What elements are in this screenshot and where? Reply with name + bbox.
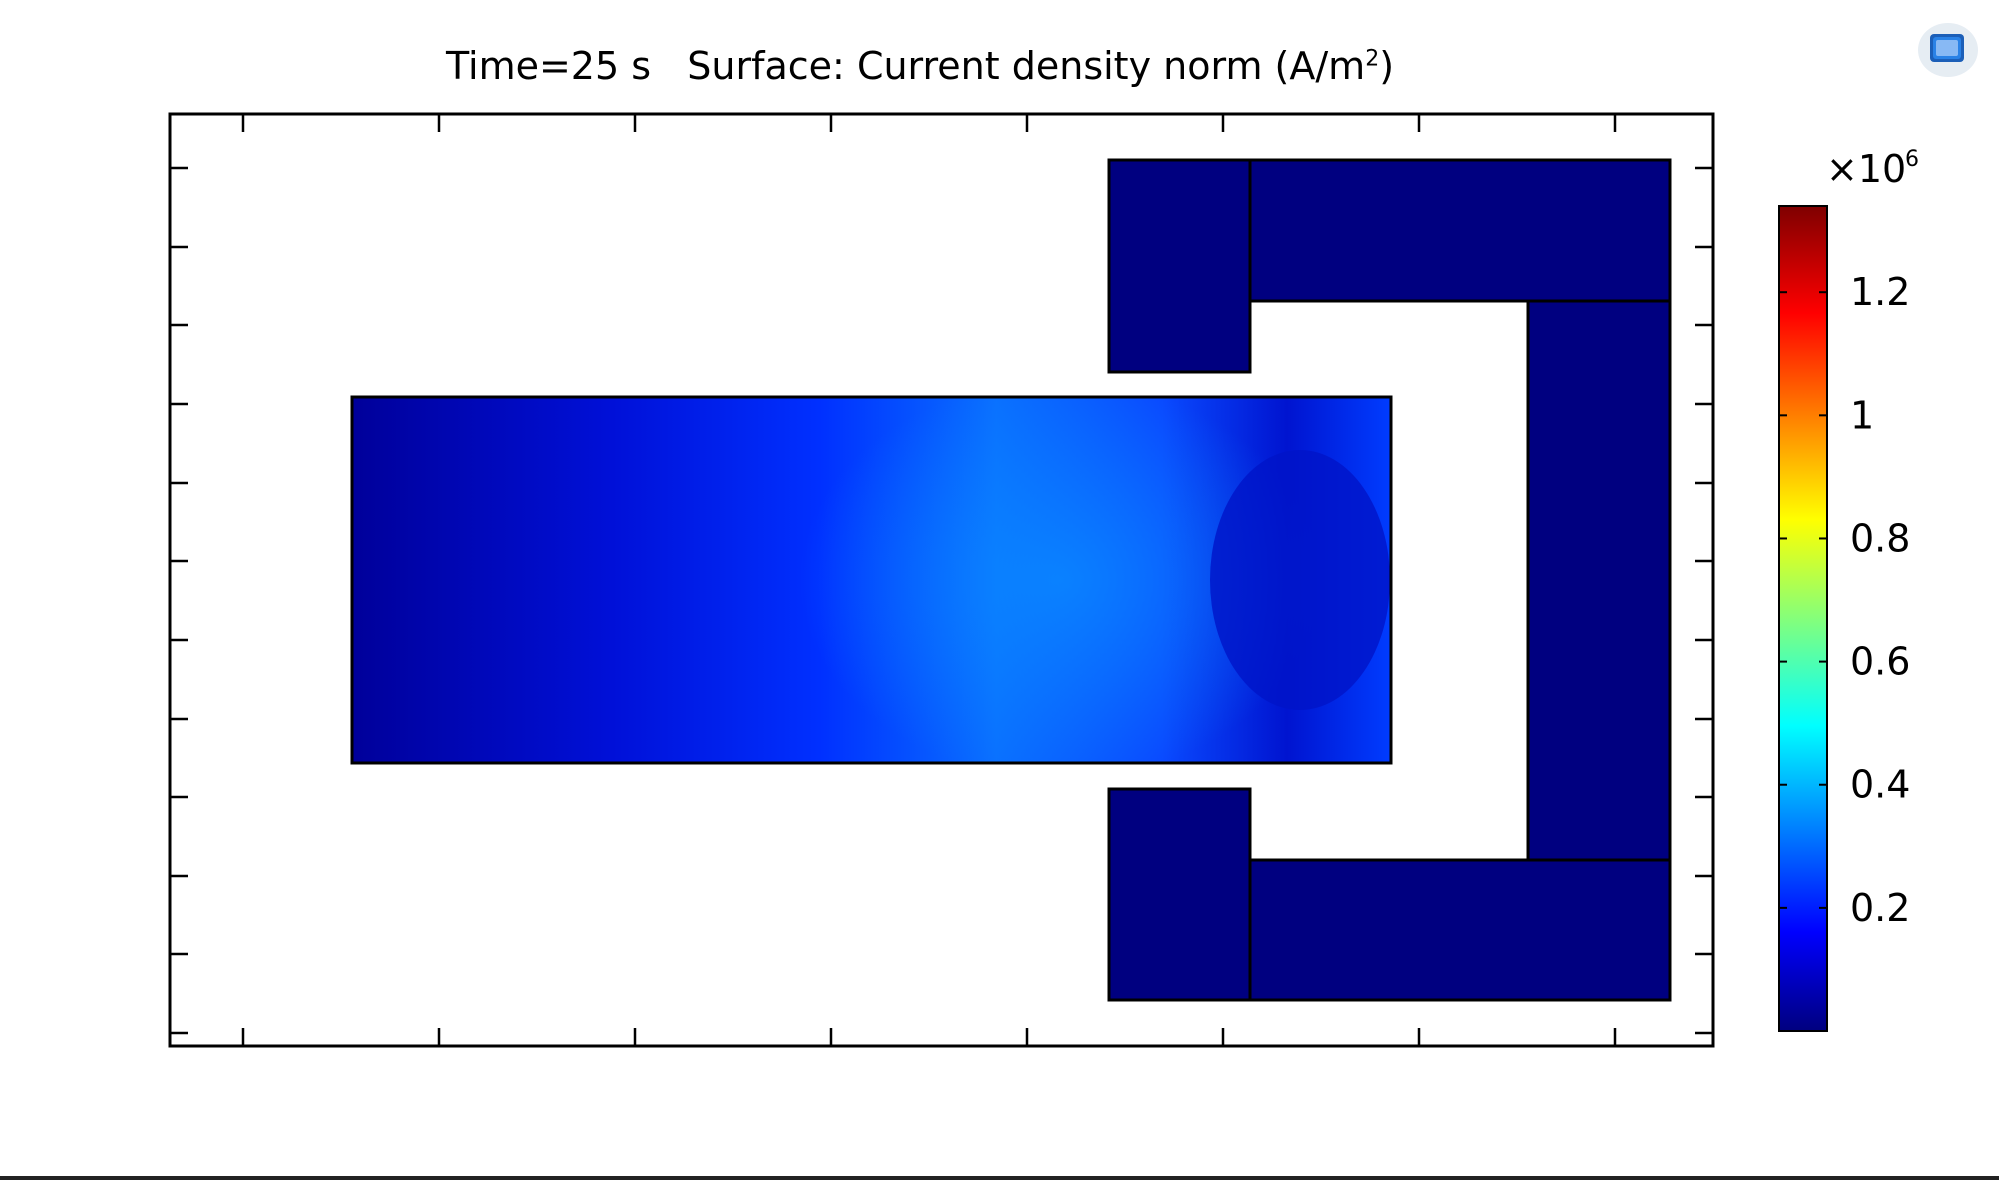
colorbar-multiplier: ×10 <box>1826 147 1906 191</box>
title-exponent: 2 <box>1365 46 1380 72</box>
colorbar-tick-label: 1 <box>1850 393 1874 437</box>
colorbar-tick-label: 0.8 <box>1850 516 1910 560</box>
colorbar-tick-label: 1.2 <box>1850 270 1910 314</box>
view-cube-icon[interactable] <box>1914 16 1982 80</box>
title-time: Time=25 s <box>445 44 652 88</box>
colorbar-tick-label: 0.4 <box>1850 763 1910 807</box>
colorbar-tick-label: 0.6 <box>1850 640 1910 684</box>
conductor-outline <box>350 395 1393 765</box>
colorbar-ticks: 0.2 0.4 0.6 0.8 1 1.2 <box>1779 270 1910 930</box>
plot-title: Time=25 s Surface: Current density norm … <box>170 44 1670 88</box>
colorbar <box>1778 205 1828 1032</box>
title-surface: Surface: Current density norm (A/m <box>687 44 1366 88</box>
title-close: ) <box>1379 44 1395 88</box>
conductor-field <box>352 397 1391 763</box>
colorbar-tick-label: 0.2 <box>1850 886 1910 930</box>
yoke <box>1107 158 1672 1002</box>
axis-ticks <box>170 114 1713 1046</box>
bottom-border <box>0 1176 1999 1180</box>
colorbar-multiplier-exponent: 6 <box>1905 147 1919 172</box>
yoke-back <box>1526 299 1672 862</box>
